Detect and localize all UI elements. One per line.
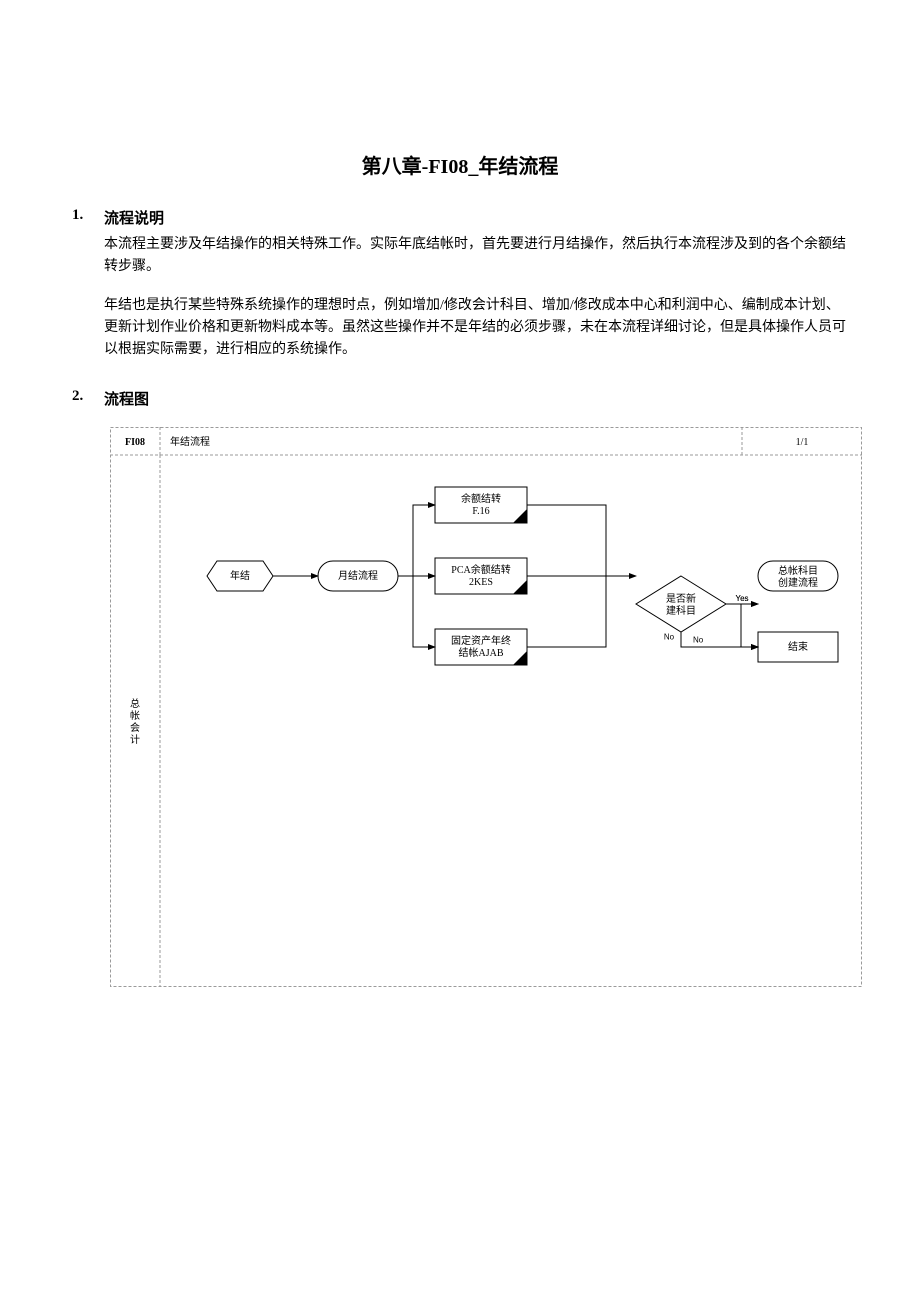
page-title: 第八章-FI08_年结流程 xyxy=(72,150,848,179)
document-page: 第八章-FI08_年结流程 1. 流程说明 本流程主要涉及年结操作的相关特殊工作… xyxy=(0,0,920,1301)
svg-text:FI08: FI08 xyxy=(125,437,145,448)
svg-text:F.16: F.16 xyxy=(472,506,489,517)
section-1-title: 流程说明 xyxy=(104,207,164,228)
svg-text:总帐科目: 总帐科目 xyxy=(778,564,818,577)
svg-text:结帐AJAB: 结帐AJAB xyxy=(458,646,503,659)
svg-text:创建流程: 创建流程 xyxy=(778,576,818,589)
svg-text:是否新: 是否新 xyxy=(666,592,696,605)
svg-text:余额结转: 余额结转 xyxy=(461,492,501,505)
paragraph-2: 年结也是执行某些特殊系统操作的理想时点，例如增加/修改会计科目、增加/修改成本中… xyxy=(104,295,848,360)
svg-text:结束: 结束 xyxy=(788,640,808,653)
section-2-head: 2. 流程图 xyxy=(72,388,848,409)
section-2-num: 2. xyxy=(72,388,104,409)
svg-text:No: No xyxy=(664,633,675,642)
svg-text:固定资产年终: 固定资产年终 xyxy=(451,634,511,647)
section-2-title: 流程图 xyxy=(104,388,149,409)
svg-text:总: 总 xyxy=(130,697,140,710)
section-1-num: 1. xyxy=(72,207,104,228)
flowchart-container: FI08 年结流程 1/1 总帐会计 年结 月结流程 余额结转F.16 PCA余额结转2KES… xyxy=(110,427,810,992)
flowchart: FI08 年结流程 1/1 总帐会计 年结 月结流程 余额结转F.16 PCA余额结转2KES… xyxy=(110,427,862,987)
svg-text:计: 计 xyxy=(130,733,140,746)
svg-text:帐: 帐 xyxy=(130,709,140,722)
svg-text:月结流程: 月结流程 xyxy=(338,569,378,582)
svg-text:PCA余额结转: PCA余额结转 xyxy=(451,563,510,576)
svg-text:No: No xyxy=(693,636,704,645)
svg-text:Yes: Yes xyxy=(735,594,748,603)
section-1-head: 1. 流程说明 xyxy=(72,207,848,228)
svg-text:2KES: 2KES xyxy=(469,577,493,588)
paragraph-1: 本流程主要涉及年结操作的相关特殊工作。实际年底结帐时，首先要进行月结操作，然后执… xyxy=(104,234,848,277)
svg-text:1/1: 1/1 xyxy=(796,437,809,448)
svg-text:会: 会 xyxy=(130,721,140,734)
svg-text:建科目: 建科目 xyxy=(666,604,696,617)
svg-text:年结: 年结 xyxy=(230,569,250,582)
svg-text:年结流程: 年结流程 xyxy=(170,435,210,448)
